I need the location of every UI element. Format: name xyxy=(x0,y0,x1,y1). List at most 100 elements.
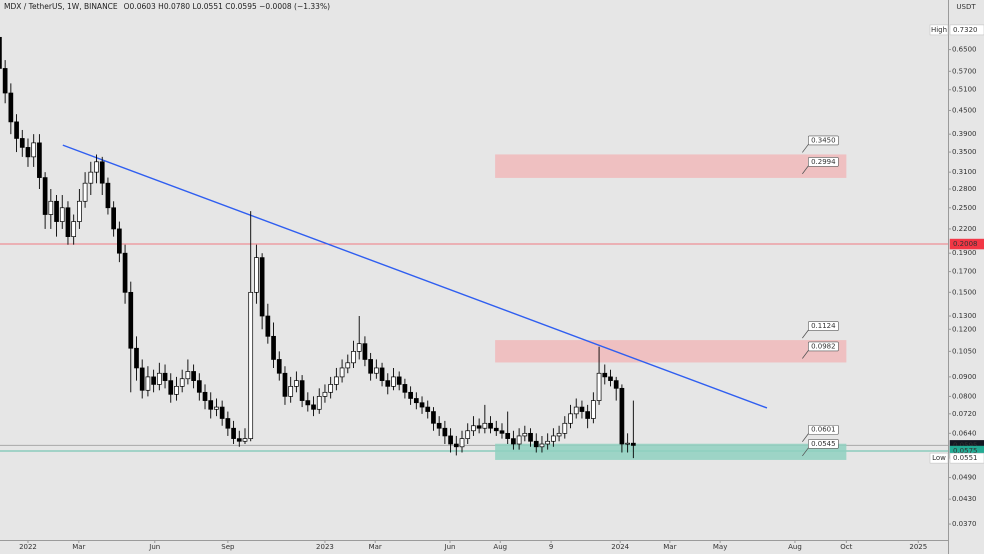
candle-body xyxy=(59,207,65,222)
plot-area: 0.3450 0.2994 0.1124 0.0982 0.0601 0.0545 xyxy=(0,36,948,460)
candle-body xyxy=(585,411,590,419)
y-tick-label: 0.3100 xyxy=(952,168,977,176)
candle-body xyxy=(311,404,316,410)
candle-body xyxy=(619,387,625,445)
candle-body xyxy=(191,371,196,381)
label-leader xyxy=(802,165,809,175)
candle-body xyxy=(453,443,459,448)
candle-body xyxy=(499,430,505,434)
candle-body xyxy=(625,442,630,445)
candle-body xyxy=(528,432,533,442)
candle-body xyxy=(71,221,77,237)
candle-body xyxy=(425,406,431,412)
x-tick-label: Aug xyxy=(788,543,802,551)
candle-body xyxy=(185,371,191,380)
candle-body xyxy=(391,376,396,387)
currency-label: USDT xyxy=(956,3,976,11)
candle-body xyxy=(105,182,111,209)
x-tick-label: Aug xyxy=(493,543,507,551)
candle-body xyxy=(471,425,476,432)
candle-body xyxy=(225,418,231,429)
x-tick-label: May xyxy=(713,543,727,551)
candle-body xyxy=(545,440,551,445)
candle-body xyxy=(8,92,14,123)
candle-body xyxy=(345,362,351,369)
x-tick-label: Jun xyxy=(148,543,160,551)
candle-body xyxy=(276,359,282,374)
price-label-box xyxy=(808,439,839,449)
candle-body xyxy=(77,200,82,222)
y-tick-label: 0.1900 xyxy=(952,249,977,257)
y-tick-label: 0.0720 xyxy=(952,410,977,418)
candle-body xyxy=(151,376,156,385)
candle-body xyxy=(122,252,128,293)
y-tick-label: 0.0430 xyxy=(952,495,977,503)
zone xyxy=(495,340,847,363)
candle-body xyxy=(94,161,99,173)
price-label-box xyxy=(808,321,839,331)
label-leader xyxy=(802,329,809,339)
y-tick-label: 0.1500 xyxy=(952,288,977,296)
price-label-box xyxy=(808,341,839,352)
y-tick-label: 0.1700 xyxy=(952,268,977,276)
price-badge-label: 0.0575 xyxy=(953,447,978,455)
candle-body xyxy=(202,391,208,401)
y-tick-label: 0.0640 xyxy=(952,429,977,437)
candle-body xyxy=(465,430,471,439)
price-badge xyxy=(949,452,984,464)
y-tick-label: 0.0800 xyxy=(952,392,977,400)
candle-body xyxy=(214,406,219,410)
candle-body xyxy=(25,147,31,158)
candle-body xyxy=(459,438,465,448)
y-tick-label: 0.5100 xyxy=(952,86,977,94)
candle-body xyxy=(316,396,322,410)
candle-body xyxy=(396,376,402,385)
candle-body xyxy=(511,438,516,445)
candle-body xyxy=(42,177,48,215)
candle-body xyxy=(368,359,373,374)
x-tick-label: Mar xyxy=(663,543,676,551)
candle-body xyxy=(431,411,436,424)
candle-body xyxy=(174,386,179,395)
candle-body xyxy=(573,406,579,415)
candle-body xyxy=(562,422,568,434)
price-label: 0.0545 xyxy=(811,440,836,448)
chart-title: MDX / TetherUS, 1W, BINANCE xyxy=(4,2,118,11)
candle-body xyxy=(0,36,2,69)
candle-body xyxy=(488,422,493,429)
candle-body xyxy=(196,380,202,393)
candle-body xyxy=(111,207,116,230)
candle-body xyxy=(271,335,276,360)
candle-body xyxy=(248,291,254,439)
candle-body xyxy=(436,422,442,429)
candle-body xyxy=(356,343,362,352)
price-axis-panel xyxy=(948,0,984,554)
candle-body xyxy=(613,380,619,389)
candle-body xyxy=(48,200,54,215)
candle-body xyxy=(65,207,71,237)
y-tick-label: 0.5700 xyxy=(952,67,977,75)
candle-body xyxy=(522,432,528,437)
candle-body xyxy=(242,438,248,442)
candle-body xyxy=(14,121,19,139)
y-tick-label: 0.4500 xyxy=(952,106,977,114)
candle-body xyxy=(408,391,413,399)
candle-body xyxy=(328,384,334,393)
candle-body xyxy=(419,402,425,408)
price-badge xyxy=(949,238,984,250)
candle-body xyxy=(322,391,328,397)
price-badge-label: 0.0551 xyxy=(953,454,978,462)
candle-body xyxy=(385,380,391,387)
axes: 0.6500 0.5700 0.5100 0.4500 0.3900 0.3500 0.31… xyxy=(19,24,984,551)
candle-body xyxy=(516,435,522,445)
y-tick-label: 0.2800 xyxy=(952,185,977,193)
candle-body xyxy=(179,378,185,387)
price-badge-label: 0.0595 xyxy=(953,441,978,449)
x-tick-label: Mar xyxy=(72,543,85,551)
candle-body xyxy=(493,427,499,432)
candle-body xyxy=(145,376,151,391)
candle-body xyxy=(442,427,448,437)
price-label-box xyxy=(808,135,839,146)
price-label: 0.0601 xyxy=(811,426,836,434)
candle-body xyxy=(379,367,385,381)
